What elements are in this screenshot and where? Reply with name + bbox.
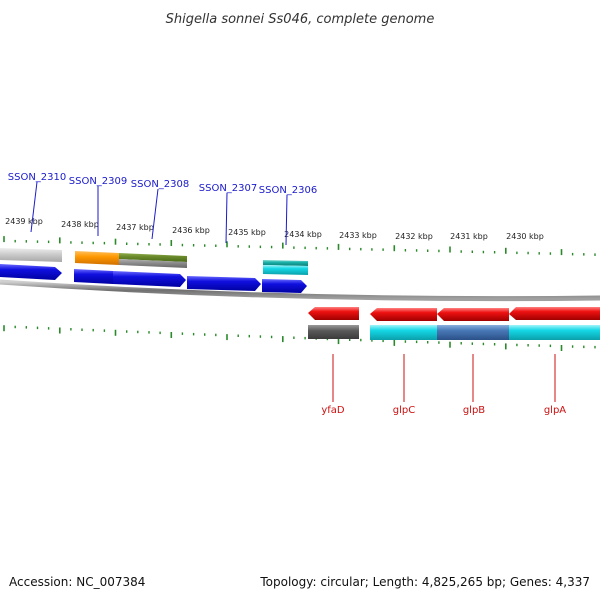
- kbp-label: 2433 kbp: [339, 231, 377, 240]
- feature-bar-teal[interactable]: [263, 260, 308, 266]
- gene-label-glpc[interactable]: glpC: [393, 405, 415, 416]
- feature-bar-gray-thin[interactable]: [119, 259, 187, 268]
- kbp-label: 2431 kbp: [450, 232, 488, 241]
- gene-label-yfad[interactable]: yfaD: [321, 405, 345, 416]
- kbp-label: 2437 kbp: [116, 223, 154, 232]
- kbp-label: 2439 kbp: [5, 217, 43, 226]
- callout-line: [151, 188, 159, 240]
- map-title: Shigella sonnei Ss046, complete genome: [166, 12, 435, 27]
- feature-bar-cyan[interactable]: [263, 265, 308, 275]
- forward-strand-track: [0, 264, 307, 293]
- accession-text: Accession: NC_007384: [9, 575, 145, 589]
- gene-arrow-reverse[interactable]: [308, 307, 359, 320]
- gene-arrow-forward[interactable]: [0, 264, 62, 280]
- callout-line: [30, 181, 38, 233]
- kbp-label: 2438 kbp: [61, 220, 99, 229]
- genome-backbone: [0, 279, 600, 302]
- callout-line: [225, 192, 228, 244]
- feature-bar-cyan[interactable]: [509, 325, 600, 340]
- gene-arrow-forward[interactable]: [113, 271, 186, 287]
- callout-line: [285, 194, 288, 246]
- reverse-gene-names: yfaD glpC glpB glpA: [321, 405, 566, 416]
- gene-label-glpb[interactable]: glpB: [463, 405, 485, 416]
- forward-gene-names: SSON_2310 SSON_2309 SSON_2308 SSON_2307 …: [8, 172, 318, 196]
- gene-label-sson-2309[interactable]: SSON_2309: [69, 176, 128, 187]
- gene-label-glpa[interactable]: glpA: [544, 405, 566, 416]
- gene-label-sson-2308[interactable]: SSON_2308: [131, 179, 190, 190]
- gene-label-sson-2306[interactable]: SSON_2306: [259, 185, 318, 196]
- gene-arrow-forward[interactable]: [187, 276, 261, 291]
- gene-arrow-reverse[interactable]: [437, 308, 509, 321]
- feature-bar-cyan[interactable]: [370, 325, 437, 340]
- gene-arrow-forward[interactable]: [262, 279, 307, 293]
- kbp-label: 2430 kbp: [506, 232, 544, 241]
- annotation-track-bottom: [308, 325, 600, 340]
- gene-arrow-reverse[interactable]: [370, 308, 437, 321]
- feature-bar-dark-gray[interactable]: [308, 325, 359, 339]
- feature-bar-orange[interactable]: [75, 251, 119, 265]
- gene-label-sson-2307[interactable]: SSON_2307: [199, 183, 258, 194]
- kbp-label: 2434 kbp: [284, 230, 322, 239]
- gene-arrow-reverse[interactable]: [509, 307, 600, 320]
- feature-bar-steel-blue[interactable]: [437, 325, 509, 340]
- kbp-label: 2436 kbp: [172, 226, 210, 235]
- kbp-label: 2432 kbp: [395, 232, 433, 241]
- forward-gene-labels: [30, 181, 288, 246]
- topology-text: Topology: circular; Length: 4,825,265 bp…: [259, 575, 590, 589]
- kbp-label: 2435 kbp: [228, 228, 266, 237]
- outer-tick-row: [3, 236, 596, 256]
- gene-arrow-forward[interactable]: [74, 269, 113, 284]
- annotation-track-top: [0, 248, 308, 275]
- kbp-scale-labels: 2439 kbp 2438 kbp 2437 kbp 2436 kbp 2435…: [5, 217, 544, 241]
- reverse-gene-labels: [332, 354, 556, 402]
- feature-bar-gray[interactable]: [0, 248, 62, 262]
- reverse-strand-track: [308, 307, 600, 321]
- gene-label-sson-2310[interactable]: SSON_2310: [8, 172, 67, 183]
